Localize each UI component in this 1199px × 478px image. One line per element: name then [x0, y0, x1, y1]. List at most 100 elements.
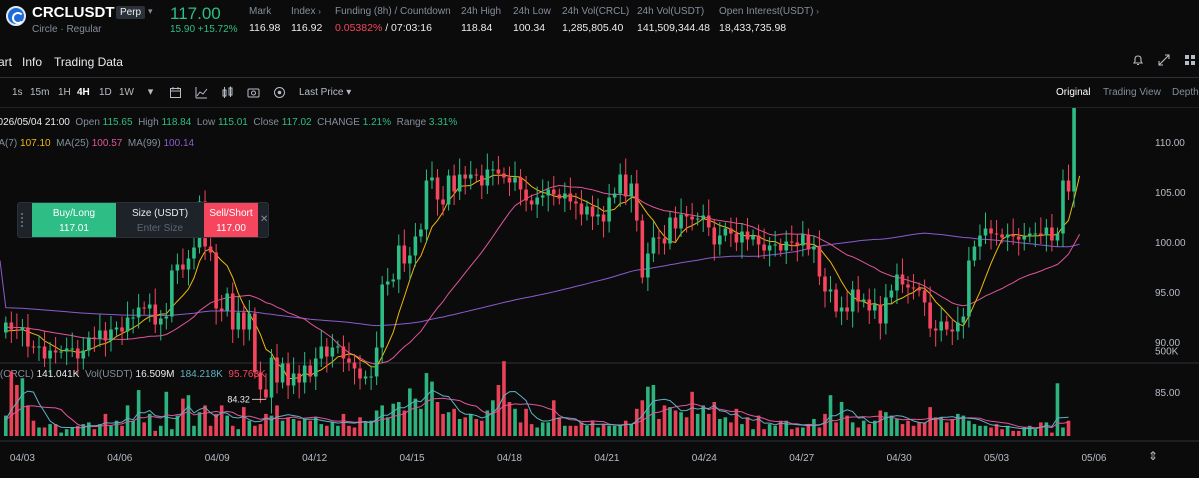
timeframe-1h[interactable]: 1H [58, 87, 71, 98]
volume-bar [297, 420, 301, 436]
candle-body [590, 206, 595, 217]
close-value: 117.02 [281, 117, 312, 128]
range-value: 3.31% [428, 117, 458, 128]
candle-body [1005, 234, 1010, 238]
candle-body [170, 270, 174, 317]
fullscreen-icon[interactable] [1157, 53, 1171, 67]
timeframe-1s[interactable]: 1s [12, 87, 23, 98]
candle-body [673, 217, 678, 229]
timeframe-15m[interactable]: 15m [30, 87, 50, 98]
calendar-icon[interactable] [169, 86, 182, 99]
view-original[interactable]: Original [1056, 87, 1091, 98]
vol-ma-slow-value: 95.763K [228, 369, 266, 380]
stat-label: Open Interest(USDT) › [719, 6, 819, 17]
candle-body [657, 237, 661, 239]
volume-bar [114, 420, 119, 436]
volume-bar [325, 425, 329, 436]
volume-bar [574, 425, 578, 436]
price-chart[interactable]: 85.0090.0095.00100.00105.00110.00115.005… [0, 108, 1199, 478]
volume-bar [557, 417, 562, 436]
volume-bar [762, 429, 766, 436]
ma99-label: MA(99) [127, 138, 161, 149]
candle-body [518, 177, 523, 190]
layout-icon[interactable] [1183, 53, 1197, 67]
candle-body [634, 183, 639, 221]
candle-body [280, 363, 285, 383]
volume-bar [109, 425, 113, 436]
sell-short-button[interactable]: Sell/Short 117.00 [204, 203, 258, 237]
volume-bar [872, 420, 877, 436]
candle-body [756, 235, 761, 245]
last-price: 117.00 [170, 4, 221, 23]
view-trading-view[interactable]: Trading View [1103, 87, 1161, 98]
x-axis-tick-label: 04/27 [789, 453, 814, 464]
timeframe-1d[interactable]: 1D [99, 87, 112, 98]
tab-info[interactable]: Info [22, 55, 43, 69]
change-label: CHANGE [317, 117, 360, 128]
volume-bar [242, 407, 246, 436]
timeframe-4h[interactable]: 4H [77, 87, 90, 98]
candle-body [64, 348, 69, 352]
y-axis-tick-label: 105.00 [1155, 188, 1186, 199]
volume-bar [1055, 383, 1060, 436]
volume-bar [158, 425, 163, 436]
candle-body [98, 330, 102, 339]
y-axis-tick-label: 110.00 [1155, 138, 1185, 149]
size-input[interactable]: Size (USDT) Enter Size [116, 203, 204, 237]
candle-body [1022, 236, 1027, 240]
buy-long-button[interactable]: Buy/Long 117.01 [32, 203, 116, 237]
stat-index[interactable]: Index › 116.92 [291, 6, 322, 34]
volume-bar [64, 429, 69, 436]
candle-body [546, 189, 551, 196]
view-depth[interactable]: Depth [1172, 87, 1199, 98]
candle-body [1000, 234, 1004, 238]
close-icon[interactable]: ✕ [260, 214, 269, 225]
candle-body [817, 246, 822, 277]
candle-body [225, 293, 229, 311]
stat-value: 141,509,344.48 [637, 22, 710, 34]
settings-target-icon[interactable] [273, 86, 286, 99]
x-axis-tick-label: 04/06 [107, 453, 132, 464]
volume-bar [695, 413, 700, 436]
candle-body [253, 313, 257, 373]
indicator-chart-icon[interactable] [195, 86, 208, 99]
tab-trading-data[interactable]: Trading Data [54, 55, 123, 69]
volume-bar [734, 408, 739, 436]
candle-body [15, 329, 19, 331]
volume-bar [37, 427, 41, 436]
candle-type-icon[interactable] [221, 86, 234, 99]
volume-bar [817, 427, 822, 436]
candle-body [468, 174, 473, 179]
screenshot-icon[interactable] [247, 86, 260, 99]
candle-body [380, 284, 384, 348]
axes: 85.0090.0095.00100.00105.00110.00115.005… [10, 138, 1186, 464]
tab-chart[interactable]: art [0, 55, 13, 69]
symbol-name[interactable]: CRCLUSDT [32, 4, 115, 21]
timeframe-dropdown-chevron-icon[interactable]: ▾ [147, 86, 154, 98]
stat-open-interest[interactable]: Open Interest(USDT) › 18,433,735.98 [719, 6, 819, 34]
candle-body [806, 234, 811, 250]
timeframe-1w[interactable]: 1W [119, 87, 134, 98]
candle-body [452, 175, 456, 192]
candle-body [884, 297, 888, 324]
volume-bar [31, 420, 36, 436]
volume-bar [623, 420, 628, 436]
stat-value: 18,433,735.98 [719, 22, 787, 34]
candle-body [59, 351, 63, 353]
volume-bar [330, 422, 335, 436]
candle-body [834, 289, 838, 312]
symbol-dropdown-chevron-icon[interactable]: ▾ [148, 6, 153, 16]
price-type-selector[interactable]: Last Price ▾ [299, 87, 351, 98]
volume-bar [385, 417, 390, 436]
volume-bar [767, 424, 772, 436]
bell-icon[interactable] [1131, 53, 1145, 67]
candle-body [551, 189, 556, 195]
time-axis-resize-icon[interactable]: ⇕ [1148, 449, 1159, 463]
vol-quote-value: 16.509M [135, 369, 175, 380]
size-placeholder: Enter Size [136, 223, 184, 234]
volume-bar [441, 413, 445, 436]
volume-bar [972, 424, 977, 436]
x-axis-tick-label: 05/06 [1081, 453, 1106, 464]
drag-handle-icon[interactable] [21, 213, 25, 227]
candle-body [540, 195, 545, 198]
